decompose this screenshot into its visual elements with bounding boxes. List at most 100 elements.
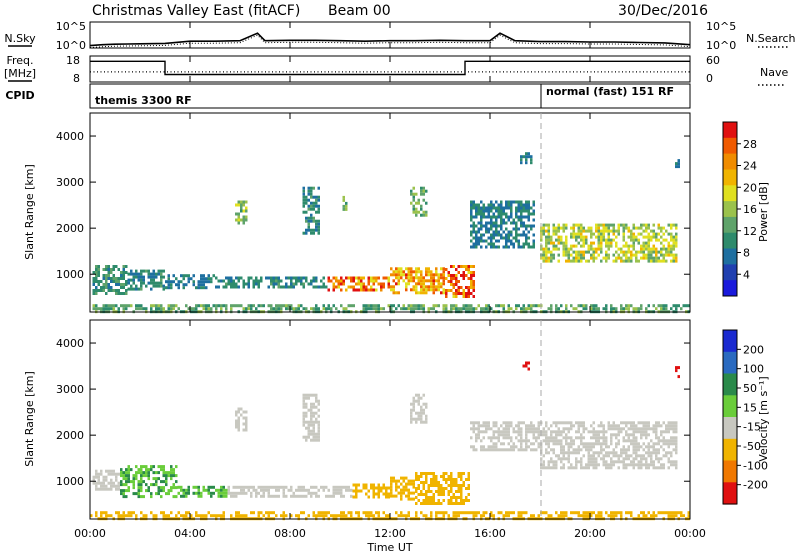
echo-cell xyxy=(520,155,523,159)
echo-cell xyxy=(315,435,318,439)
echo-cell xyxy=(270,485,273,489)
echo-cell xyxy=(582,436,585,440)
echo-cell xyxy=(350,514,353,518)
echo-cell xyxy=(592,250,595,254)
echo-cell xyxy=(477,304,480,308)
echo-cell xyxy=(442,291,445,295)
echo-cell xyxy=(327,288,330,292)
echo-cell xyxy=(552,226,555,230)
echo-cell xyxy=(417,304,420,308)
echo-cell xyxy=(507,215,510,219)
echo-cell xyxy=(600,232,603,236)
echo-cell xyxy=(315,225,318,229)
echo-cell xyxy=(302,204,305,208)
echo-cell xyxy=(622,421,625,425)
echo-cell xyxy=(587,454,590,458)
echo-cell xyxy=(677,304,680,308)
echo-cell xyxy=(122,292,125,295)
echo-cell xyxy=(515,236,518,240)
echo-cell xyxy=(317,399,320,403)
echo-cell xyxy=(110,487,113,491)
echo-cell xyxy=(362,511,365,515)
echo-cell xyxy=(302,198,305,202)
echo-cell xyxy=(572,442,575,446)
echo-cell xyxy=(492,433,495,437)
echo-cell xyxy=(480,233,483,237)
echo-cell xyxy=(102,289,105,292)
echo-cell xyxy=(415,285,418,289)
echo-cell xyxy=(135,307,138,311)
echo-cell xyxy=(202,304,205,308)
echo-cell xyxy=(472,430,475,434)
echo-cell xyxy=(480,239,483,243)
echo-cell xyxy=(117,289,120,292)
echo-cell xyxy=(672,430,675,434)
echo-cell xyxy=(560,238,563,242)
echo-cell xyxy=(317,414,320,418)
echo-cell xyxy=(467,499,470,502)
echo-cell xyxy=(477,236,480,240)
echo-cell xyxy=(607,421,610,425)
echo-cell xyxy=(560,433,563,437)
echo-cell xyxy=(200,494,203,498)
echo-cell xyxy=(645,253,648,257)
echo-cell xyxy=(587,229,590,233)
echo-cell xyxy=(517,511,520,515)
echo-cell xyxy=(652,466,655,470)
echo-cell xyxy=(315,285,318,289)
echo-cell xyxy=(310,417,313,421)
echo-cell xyxy=(292,276,295,280)
echo-cell xyxy=(302,420,305,424)
echo-cell xyxy=(130,269,133,273)
echo-cell xyxy=(555,436,558,440)
echo-cell xyxy=(455,289,458,292)
echo-cell xyxy=(235,491,238,495)
echo-cell xyxy=(472,227,475,231)
echo-cell xyxy=(455,292,458,295)
echo-cell xyxy=(185,283,188,287)
echo-cell xyxy=(210,485,213,489)
echo-cell xyxy=(242,514,245,518)
echo-cell xyxy=(597,232,600,236)
echo-cell xyxy=(497,427,500,431)
echo-cell xyxy=(285,276,288,280)
echo-cell xyxy=(160,269,163,273)
echo-cell xyxy=(155,480,158,484)
echo-cell xyxy=(97,271,100,274)
echo-cell xyxy=(585,448,588,452)
echo-cell xyxy=(652,460,655,464)
echo-cell xyxy=(645,460,648,464)
echo-cell xyxy=(407,491,410,495)
echo-cell xyxy=(485,245,488,249)
echo-cell xyxy=(245,428,248,432)
echo-cell xyxy=(575,244,578,248)
echo-cell xyxy=(532,448,535,452)
echo-cell xyxy=(585,259,588,263)
echo-cell xyxy=(600,511,603,515)
echo-cell xyxy=(497,239,500,243)
echo-cell xyxy=(672,424,675,428)
echo-cell xyxy=(477,427,480,431)
echo-cell xyxy=(640,463,643,467)
echo-cell xyxy=(137,492,140,496)
echo-cell xyxy=(442,270,445,274)
echo-cell xyxy=(427,499,430,502)
echo-cell xyxy=(495,221,498,225)
echo-cell xyxy=(462,481,465,484)
echo-cell xyxy=(312,438,315,442)
echo-cell xyxy=(510,421,513,425)
echo-cell xyxy=(155,281,158,285)
echo-cell xyxy=(142,275,145,279)
echo-cell xyxy=(655,256,658,260)
echo-cell xyxy=(230,276,233,280)
echo-cell xyxy=(617,430,620,434)
echo-cell xyxy=(627,235,630,239)
echo-cell xyxy=(542,256,545,260)
echo-cell xyxy=(650,427,653,431)
echo-cell xyxy=(592,253,595,257)
echo-cell xyxy=(317,435,320,439)
echo-cell xyxy=(600,424,603,428)
echo-cell xyxy=(662,259,665,263)
echo-cell xyxy=(532,233,535,237)
echo-cell xyxy=(642,514,645,518)
